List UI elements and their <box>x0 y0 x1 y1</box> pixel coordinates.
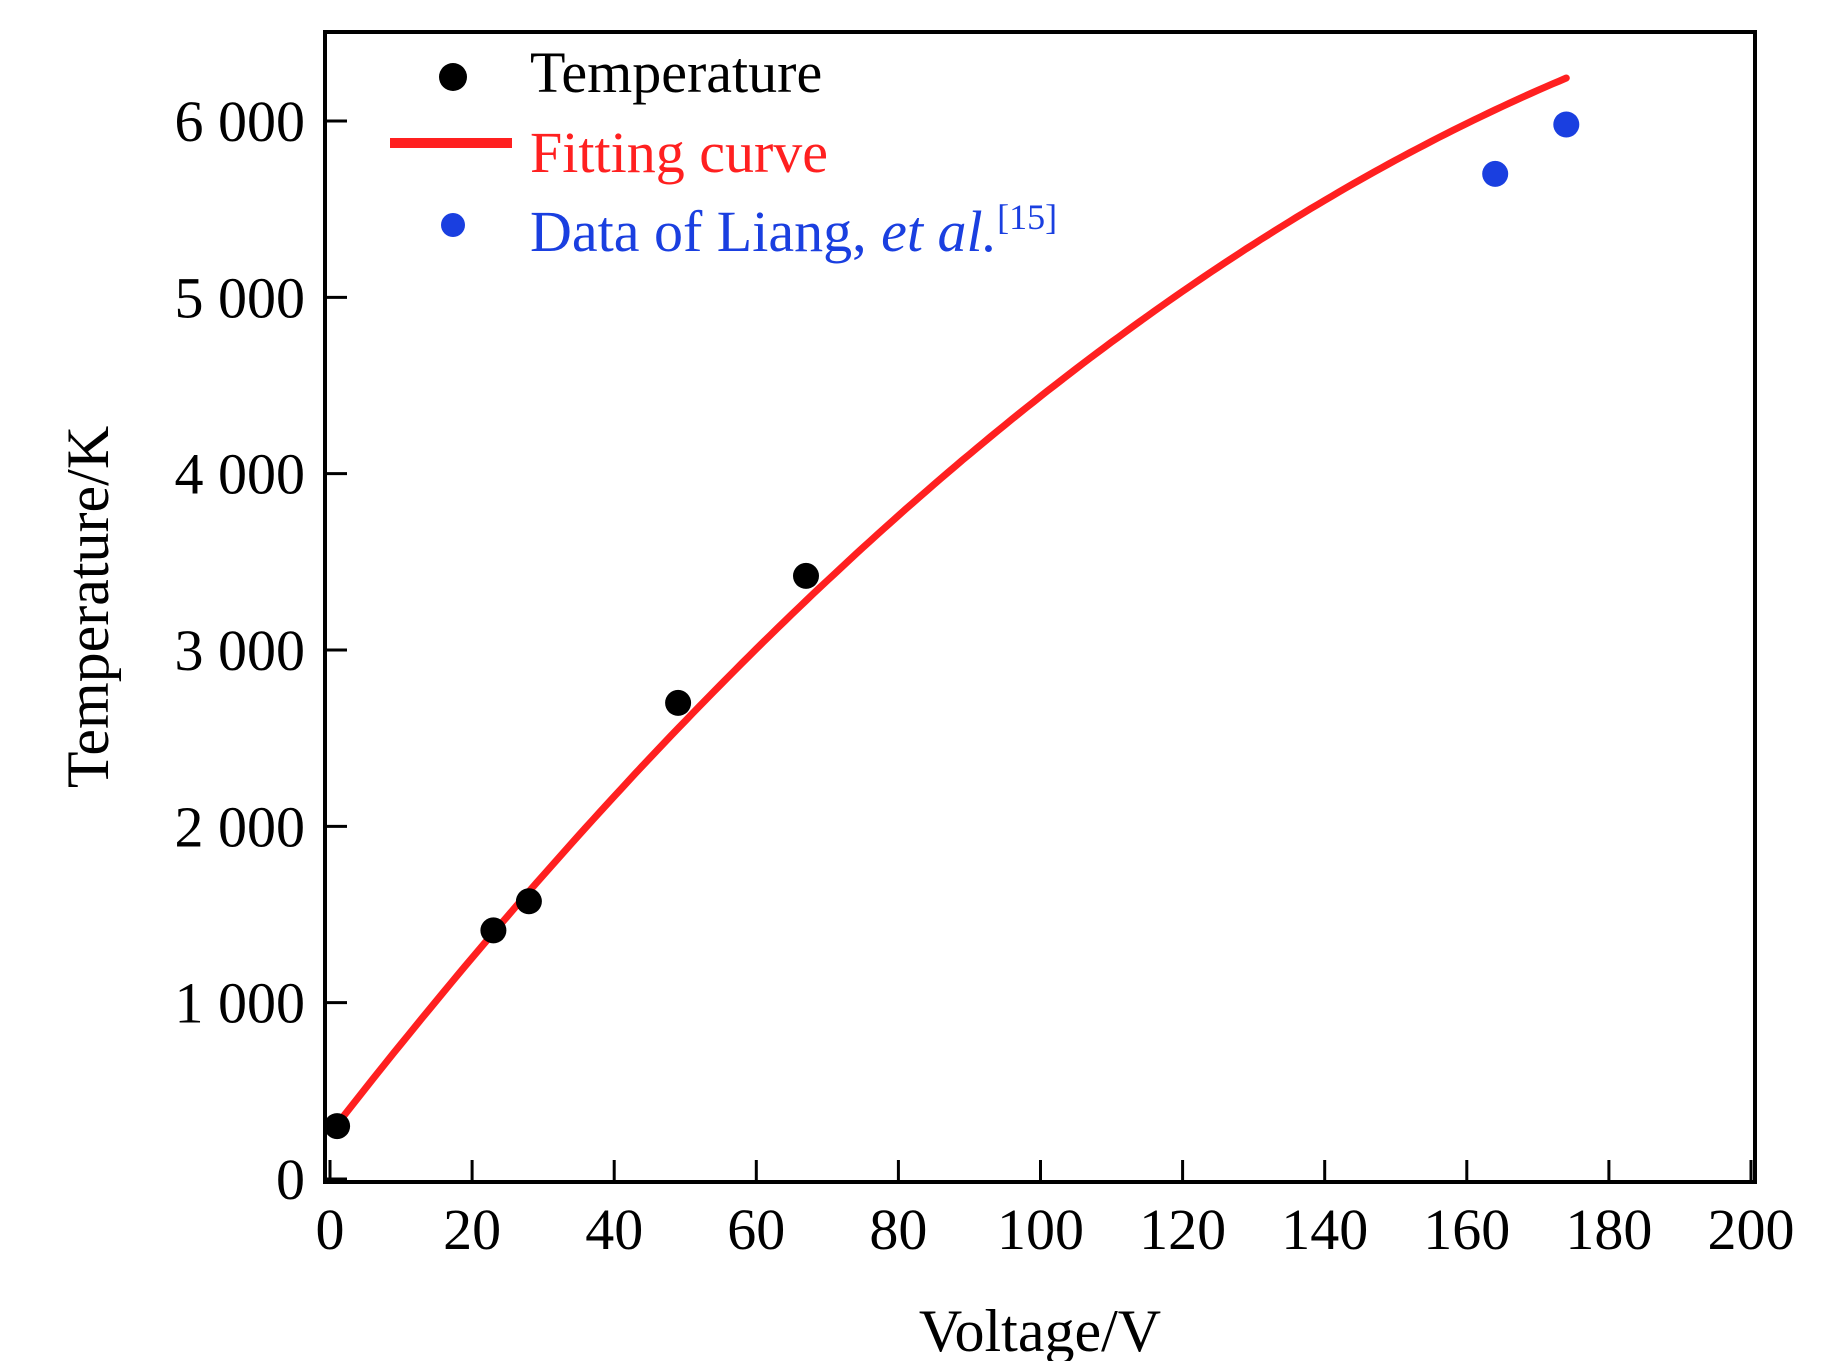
x-axis-label: Voltage/V <box>919 1298 1161 1361</box>
temperature-data-point <box>324 1113 351 1140</box>
x-tick-label: 60 <box>727 1197 785 1262</box>
y-tick-label: 0 <box>276 1147 305 1212</box>
legend-marker-temperature <box>439 63 467 91</box>
y-tick-label: 1 000 <box>175 971 306 1036</box>
y-tick-label: 6 000 <box>175 89 306 154</box>
x-tick-label: 100 <box>997 1197 1084 1262</box>
y-axis-label: Temperature/K <box>55 426 121 788</box>
liang-data-point <box>1553 111 1580 138</box>
x-tick-label: 0 <box>316 1197 345 1262</box>
legend-label-liang-main: Data of Liang, <box>530 199 881 264</box>
legend-marker-liang <box>441 213 465 237</box>
plot-area <box>324 74 1580 1140</box>
x-tick-label: 40 <box>585 1197 643 1262</box>
temperature-data-point <box>793 562 819 589</box>
legend-label-liang: Data of Liang, et al.[15] <box>530 197 1057 264</box>
fitting-curve-line <box>333 74 1570 1128</box>
y-tick-label: 3 000 <box>175 618 306 683</box>
y-tick-label: 4 000 <box>175 442 306 507</box>
x-tick-label: 140 <box>1281 1197 1368 1262</box>
x-tick-label: 200 <box>1708 1197 1795 1262</box>
liang-data-point <box>1482 160 1509 187</box>
x-axis-ticks: 0 20 40 60 80 100 120 140 160 180 200 <box>316 1160 1795 1262</box>
temperature-data-point <box>515 888 542 915</box>
y-tick-label: 2 000 <box>175 794 306 859</box>
x-tick-label: 20 <box>443 1197 501 1262</box>
y-axis-ticks: 0 1 000 2 000 3 000 4 000 5 000 6 000 <box>175 89 347 1212</box>
legend: Temperature Fitting curve Data of Liang,… <box>390 40 1057 264</box>
legend-label-liang-reference: [15] <box>997 197 1057 237</box>
x-tick-label: 80 <box>869 1197 927 1262</box>
x-tick-label: 160 <box>1423 1197 1510 1262</box>
legend-label-liang-italic: et al. <box>881 199 997 264</box>
y-tick-label: 5 000 <box>175 265 306 330</box>
x-tick-label: 180 <box>1565 1197 1652 1262</box>
legend-label-temperature: Temperature <box>530 40 822 105</box>
x-tick-label: 120 <box>1139 1197 1226 1262</box>
temperature-data-point <box>480 917 507 944</box>
legend-label-fitting-curve: Fitting curve <box>530 120 828 185</box>
temperature-data-point <box>665 689 692 716</box>
